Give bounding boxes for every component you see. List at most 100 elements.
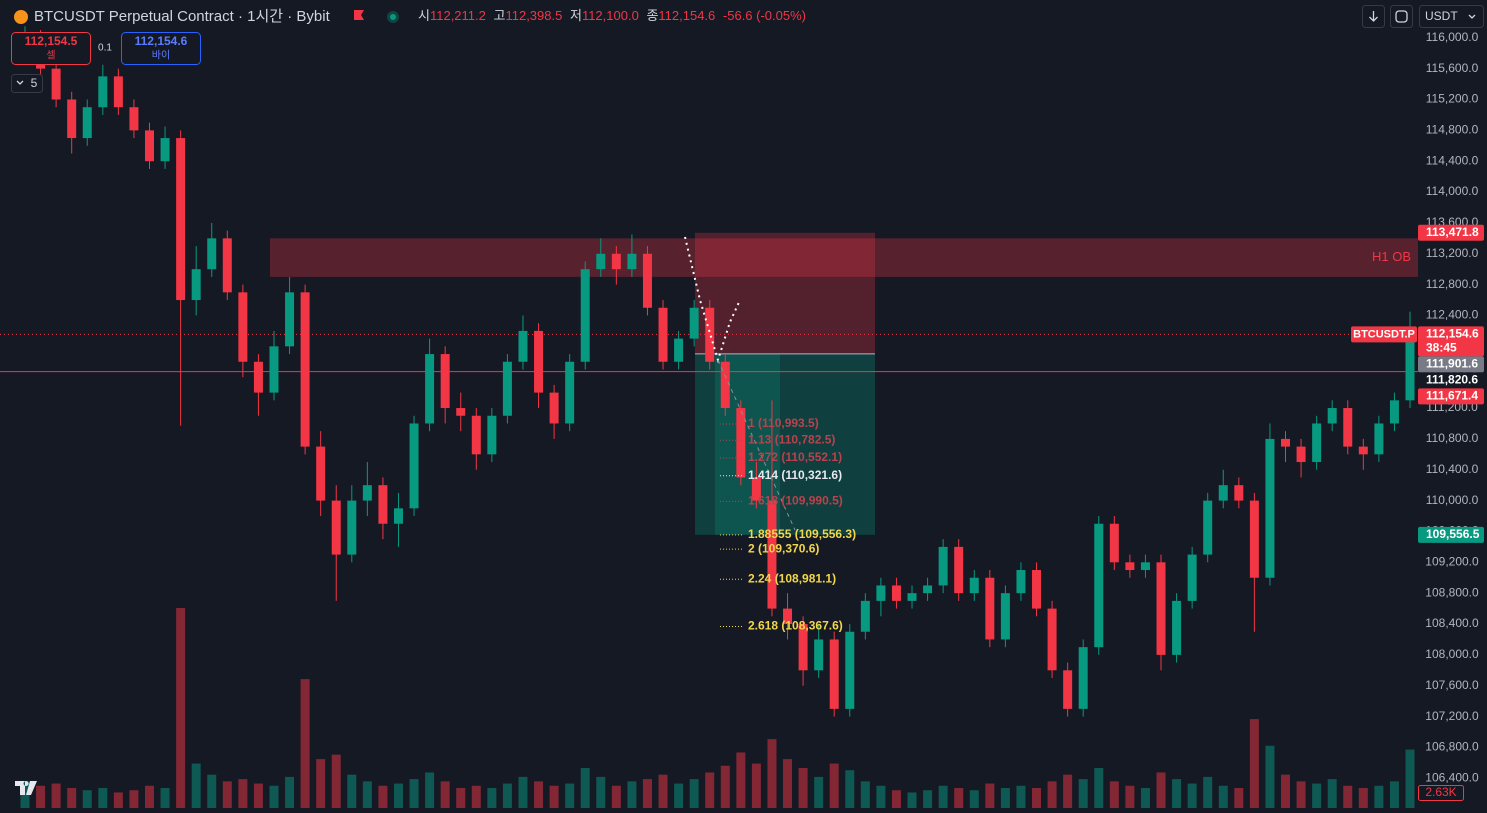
volume-bar [82,790,92,808]
candles [20,26,1415,717]
collapse-box[interactable] [11,74,43,93]
volume-bar [736,752,746,808]
sell-price[interactable]: 112,154.5 [25,34,78,48]
volume-bar [969,790,979,808]
price-tag-label: 109,556.5 [1426,527,1480,541]
candle-body [1125,562,1135,571]
refresh-icon[interactable] [1395,10,1408,23]
ohlc-value: 112,154.6 [658,8,715,23]
candle-body [751,477,761,501]
candle-body [534,330,544,393]
candle-body [487,415,497,455]
candle-body [907,593,917,601]
candle-body [1281,438,1291,447]
volume-bar [1281,774,1291,808]
currency-select[interactable] [1419,5,1484,28]
volume-bar [658,774,668,808]
volume-bar [1234,788,1244,808]
candle-body [362,485,372,501]
collapse-count[interactable]: 5 [31,76,38,90]
y-tick-label: 110,800.0 [1426,431,1479,445]
candle-body [938,546,948,586]
dropdown-chevron[interactable] [1468,14,1476,19]
y-tick-label: 109,200.0 [1425,554,1479,568]
volume-bar [1078,779,1088,808]
candle-body [783,608,793,625]
volume-bar [176,608,186,808]
candle-body [502,361,512,416]
volume-tag [1418,785,1464,801]
candle-body [98,76,108,108]
price-tag [1418,224,1484,241]
volume-bar [98,788,108,808]
y-tick-label: 110,000.0 [1426,493,1479,507]
fib-label: 1 (110,993.5) [748,416,819,430]
candle-body [627,253,637,270]
sell-box[interactable] [11,32,91,65]
chevron[interactable] [16,80,24,85]
candle-body [1032,570,1042,609]
volume-bar [502,783,512,808]
candle-body [300,292,310,447]
buy-label[interactable]: 바이 [152,50,170,62]
candle-body [253,361,263,393]
fib-label: 1.618 (109,990.5) [748,494,843,508]
candle-body [689,307,699,339]
candle-body [767,500,777,609]
candle-body [1389,400,1399,424]
volume-bar [1156,772,1166,808]
sell-button[interactable]: 112,154.5 셀 [11,32,91,65]
volume-bar [674,783,684,808]
volume-bar [67,788,77,808]
volume-bar [534,781,544,808]
logo [15,781,37,795]
volume-bar [1140,788,1150,808]
change: -56.6 (-0.05%) [723,8,806,23]
symbol-title: BTCUSDT Perpetual Contract · 1시간 · Bybit [34,8,331,25]
candle-body [1249,500,1259,578]
volume-bar [285,776,295,808]
candle-body [113,76,123,108]
candle-body [160,138,170,162]
candle-body [1218,485,1228,501]
candle-body [736,408,746,478]
ohlc-line: 시112,211.2 고112,398.5 저112,100.0 종112,15… [418,8,806,23]
arrow-icon[interactable] [1369,11,1378,22]
candle-body [316,446,326,501]
fib-label: 1.13 (110,782.5) [748,432,835,446]
candle-body [1000,593,1010,640]
price-tag [1418,356,1484,373]
ohlc-key: 종 [646,8,658,23]
y-tick-label: 114,800.0 [1426,123,1479,137]
quantity: 0.1 [98,43,112,54]
candle-body [1063,670,1073,709]
candle-body [129,107,139,131]
currency[interactable]: USDT [1425,9,1458,23]
candle-body [1203,500,1213,555]
order-block [270,238,1418,277]
candle-body [674,338,684,362]
candle-body [347,500,357,555]
volume-bar [891,790,901,808]
y-tick-label: 116,000.0 [1426,30,1479,44]
volume-bar [1187,783,1197,808]
volume-bar [549,785,559,808]
candle-body [1078,647,1088,709]
flag-icon[interactable] [354,10,364,20]
buy-price[interactable]: 112,154.6 [135,34,188,48]
ohlc-value: 112,398.5 [505,8,562,23]
volume-bar [1063,774,1073,808]
projection-line [717,359,796,531]
candle-body [1327,408,1337,424]
buy-box[interactable] [121,32,201,65]
collapse-button[interactable]: 5 [11,74,43,93]
volume-bar [1000,788,1010,808]
price-tag-label: 112,154.6 [1426,327,1479,341]
candle-body [269,346,279,393]
volume [20,608,1415,808]
sell-label[interactable]: 셀 [46,50,55,62]
buy-button[interactable]: 112,154.6 바이 [121,32,201,65]
y-tick-label: 106,400.0 [1425,770,1479,784]
candle-body [860,600,870,632]
refresh-button[interactable] [1390,5,1413,28]
